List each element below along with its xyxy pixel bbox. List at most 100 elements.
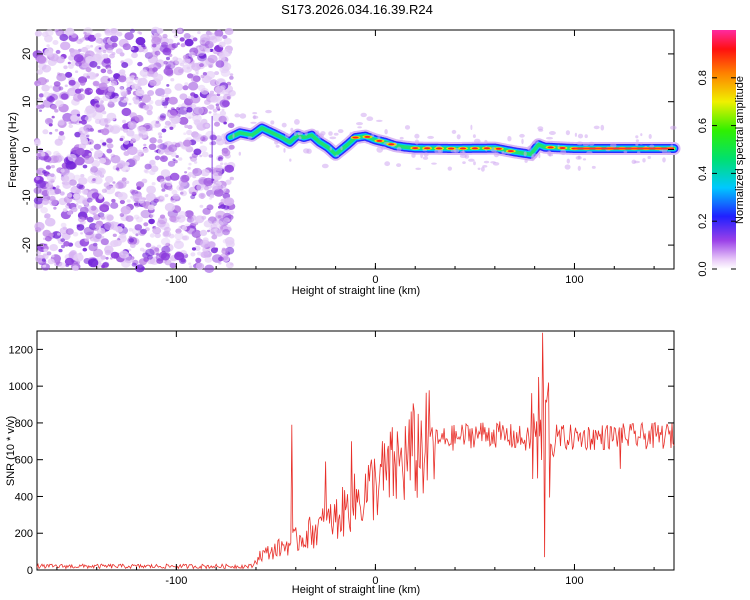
- noise-blob: [42, 264, 47, 268]
- ridge-speckle: [399, 136, 404, 140]
- ridge-speckle: [320, 131, 326, 136]
- ridge-core-red: [435, 147, 443, 150]
- noise-blob: [45, 235, 52, 242]
- noise-blob: [136, 186, 142, 190]
- noise-blob: [94, 33, 101, 39]
- noise-blob: [93, 96, 100, 102]
- ridge-speckle: [232, 133, 235, 139]
- noise-blob: [72, 265, 79, 271]
- noise-blob: [161, 245, 171, 254]
- noise-blob: [167, 64, 172, 68]
- noise-blob: [192, 133, 203, 142]
- noise-blob: [102, 94, 110, 102]
- noise-blob: [128, 102, 132, 106]
- noise-blob: [47, 258, 55, 265]
- noise-blob: [165, 242, 171, 247]
- noise-blob: [109, 257, 113, 260]
- noise-blob: [41, 199, 50, 205]
- noise-blob: [79, 206, 89, 215]
- ridge-speckle: [285, 132, 290, 139]
- noise-blob: [139, 247, 145, 252]
- noise-blob: [109, 77, 114, 81]
- noise-blob: [129, 75, 136, 81]
- noise-blob: [151, 33, 163, 43]
- noise-blob: [37, 77, 47, 86]
- ridge-speckle: [501, 150, 505, 154]
- noise-blob: [85, 37, 90, 41]
- noise-blob: [135, 88, 145, 97]
- noise-blob: [170, 151, 177, 157]
- noise-blob: [68, 121, 72, 125]
- noise-blob: [92, 74, 97, 78]
- figure-title: S173.2026.034.16.39.R24: [281, 2, 433, 17]
- noise-blob: [147, 90, 155, 96]
- noise-blob: [220, 68, 231, 77]
- snr-ylabel: SNR (10 * v/v): [5, 416, 17, 486]
- ridge-speckle: [333, 132, 339, 136]
- noise-blob: [91, 159, 101, 168]
- noise-blob: [58, 134, 66, 141]
- noise-blob: [119, 232, 127, 239]
- ridge-speckle: [635, 143, 639, 146]
- noise-blob: [168, 233, 175, 239]
- ridge-speckle: [548, 131, 556, 135]
- ridge-speckle: [610, 142, 617, 149]
- noise-blob: [197, 251, 202, 256]
- noise-blob: [164, 120, 171, 126]
- noise-blob: [46, 251, 52, 256]
- noise-blob: [209, 79, 218, 87]
- noise-blob: [102, 53, 109, 59]
- ridge-speckle: [640, 133, 643, 137]
- noise-blob: [54, 138, 63, 145]
- noise-blob: [130, 243, 136, 249]
- noise-blob: [106, 112, 117, 121]
- noise-blob: [115, 226, 123, 233]
- noise-blob: [222, 34, 228, 40]
- noise-blob: [202, 72, 207, 76]
- noise-blob: [36, 250, 42, 255]
- ridge-core-red: [495, 147, 502, 150]
- noise-blob: [116, 180, 127, 189]
- noise-blob: [85, 89, 92, 96]
- noise-blob: [150, 120, 161, 129]
- ridge-speckle: [473, 161, 476, 166]
- x-tick-label: 100: [565, 575, 583, 587]
- noise-blob: [140, 94, 152, 103]
- noise-blob: [221, 149, 231, 157]
- noise-blob: [127, 157, 138, 167]
- noise-blob: [107, 86, 115, 93]
- noise-blob: [43, 248, 48, 253]
- noise-blob: [150, 165, 159, 172]
- noise-blob: [197, 31, 201, 35]
- y-tick-label: 0: [21, 146, 33, 152]
- noise-blob: [34, 139, 41, 145]
- noise-blob: [146, 185, 157, 194]
- noise-blob: [155, 120, 160, 124]
- ridge-speckle: [490, 161, 496, 164]
- noise-blob: [47, 188, 55, 196]
- noise-blob: [66, 210, 73, 216]
- noise-blob: [203, 220, 213, 228]
- noise-blob: [137, 61, 143, 67]
- noise-blob: [159, 214, 166, 219]
- noise-blob: [187, 167, 191, 170]
- ridge-speckle: [252, 115, 259, 119]
- noise-blob: [131, 134, 141, 142]
- noise-blob: [42, 129, 49, 135]
- noise-blob: [192, 112, 197, 117]
- ridge-speckle: [411, 152, 416, 158]
- noise-blob: [191, 229, 202, 238]
- ridge-speckle: [356, 122, 363, 126]
- ridge-speckle: [423, 152, 429, 157]
- noise-blob: [37, 147, 44, 153]
- noise-blob: [176, 42, 180, 45]
- noise-blob: [104, 221, 115, 231]
- noise-blob: [101, 264, 106, 269]
- noise-blob: [156, 244, 162, 249]
- noise-blob: [190, 75, 200, 84]
- noise-blob: [101, 235, 105, 239]
- noise-blob: [162, 33, 168, 39]
- noise-blob: [218, 261, 222, 265]
- noise-blob: [119, 52, 125, 57]
